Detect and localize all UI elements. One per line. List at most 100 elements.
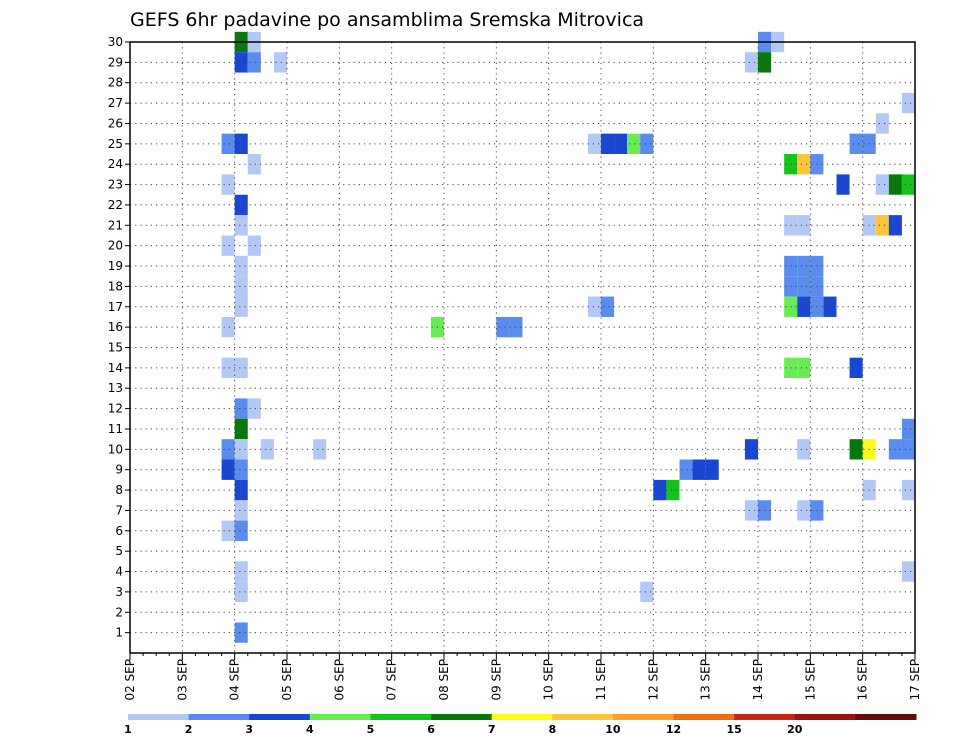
y-tick-label: 20 <box>108 239 123 253</box>
y-tick-label: 10 <box>108 442 123 456</box>
y-axis-ticks: 1234567891011121314151617181920212223242… <box>108 35 130 640</box>
x-tick-label: 03 SEP <box>175 659 189 701</box>
heatmap-cell <box>221 459 235 480</box>
heatmap-cell <box>221 235 235 256</box>
heatmap-cell <box>653 479 667 501</box>
heatmap-cell <box>614 133 628 155</box>
heatmap-cell <box>221 357 235 379</box>
x-tick-label: 14 SEP <box>751 659 765 701</box>
colorbar-label: 7 <box>488 723 496 736</box>
heatmap-cell <box>901 439 915 460</box>
heatmap-cell <box>744 52 758 73</box>
x-tick-label: 13 SEP <box>699 659 713 701</box>
heatmap-cell <box>849 439 863 460</box>
x-tick-label: 10 SEP <box>542 659 556 701</box>
heatmap-cell <box>640 581 654 603</box>
y-tick-label: 17 <box>108 300 123 314</box>
heatmap-cell <box>679 459 693 480</box>
heatmap-cell <box>313 439 327 460</box>
y-tick-label: 16 <box>108 320 123 334</box>
heatmap-cell <box>221 316 235 338</box>
x-tick-label: 17 SEP <box>908 659 922 701</box>
heatmap-cell <box>234 255 248 277</box>
y-tick-label: 14 <box>108 361 123 375</box>
heatmap-cell <box>601 296 615 317</box>
colorbar-label: 20 <box>787 723 803 736</box>
colorbar-label: 12 <box>666 723 681 736</box>
y-tick-label: 13 <box>108 381 123 395</box>
colorbar-label: 15 <box>726 723 741 736</box>
heatmap-cell <box>744 439 758 460</box>
heatmap-cell <box>221 520 235 541</box>
heatmap-cell <box>221 133 235 155</box>
heatmap-cell <box>901 92 915 114</box>
x-tick-label: 11 SEP <box>594 659 608 701</box>
colorbar-swatch <box>612 714 675 720</box>
heatmap-cell <box>273 52 287 73</box>
y-tick-label: 24 <box>108 157 123 171</box>
heatmap-cell <box>221 174 235 195</box>
y-tick-label: 11 <box>108 422 123 436</box>
x-tick-label: 15 SEP <box>803 659 817 701</box>
heatmap-cells <box>221 31 915 643</box>
heatmap-cell <box>797 357 811 379</box>
heatmap-cell <box>234 215 248 236</box>
colorbar-swatch <box>188 714 250 720</box>
heatmap-cell <box>705 459 719 480</box>
colorbar-swatch <box>855 714 917 720</box>
heatmap-cell <box>234 296 248 317</box>
heatmap-cell <box>797 500 811 521</box>
heatmap-cell <box>234 133 248 155</box>
heatmap-cell <box>234 500 248 521</box>
heatmap-cell <box>234 520 248 541</box>
heatmap-cell <box>744 500 758 521</box>
heatmap-cell <box>247 398 261 419</box>
x-tick-label: 06 SEP <box>332 659 346 701</box>
heatmap-cell <box>247 52 261 73</box>
heatmap-cell <box>234 398 248 419</box>
y-tick-label: 30 <box>108 35 123 49</box>
heatmap-cell <box>221 439 235 460</box>
heatmap-cell <box>234 479 248 501</box>
y-tick-label: 28 <box>108 76 123 90</box>
heatmap-cell <box>587 133 601 155</box>
heatmap-cell <box>627 133 641 155</box>
heatmap-cell <box>797 296 811 317</box>
y-tick-label: 8 <box>115 483 123 497</box>
heatmap-cell <box>901 174 915 195</box>
y-tick-label: 3 <box>115 585 123 599</box>
heatmap-cell <box>234 439 248 460</box>
x-tick-label: 09 SEP <box>489 659 503 701</box>
heatmap-cell <box>692 459 706 480</box>
y-tick-label: 29 <box>108 55 123 69</box>
colorbar-swatch <box>552 714 614 720</box>
heatmap-cell <box>234 194 248 216</box>
heatmap-cell <box>901 479 915 501</box>
colorbar-swatch <box>673 714 735 720</box>
x-tick-label: 04 SEP <box>228 659 242 701</box>
colorbar-swatch <box>794 714 856 720</box>
x-axis-ticks: 02 SEP 03 SEP 04 SEP 05 SEP 06 SEP 07 SEP 08 S… <box>123 653 922 701</box>
colorbar-label: 4 <box>306 723 314 736</box>
colorbar-swatch <box>431 714 493 720</box>
heatmap-cell <box>823 296 837 317</box>
heatmap-cell <box>849 133 863 155</box>
heatmap-cell <box>234 581 248 603</box>
y-tick-label: 9 <box>115 463 123 477</box>
y-tick-label: 18 <box>108 279 123 293</box>
y-tick-label: 27 <box>108 96 123 110</box>
y-tick-label: 7 <box>115 503 123 517</box>
heatmap-cell <box>260 439 274 460</box>
x-tick-label: 12 SEP <box>646 659 660 701</box>
y-tick-label: 25 <box>108 137 123 151</box>
heatmap-cell <box>901 418 915 440</box>
y-tick-label: 22 <box>108 198 123 212</box>
colorbar-label: 1 <box>124 723 132 736</box>
colorbar-swatch <box>491 714 553 720</box>
heatmap-cell <box>797 255 811 277</box>
colorbar: 1 2 3 4 5 6 7 8 10 12 15 20 <box>124 714 917 736</box>
heatmap-cell <box>875 215 889 236</box>
heatmap-cell <box>587 296 601 317</box>
heatmap-cell <box>875 174 889 195</box>
heatmap-cell <box>601 133 615 155</box>
